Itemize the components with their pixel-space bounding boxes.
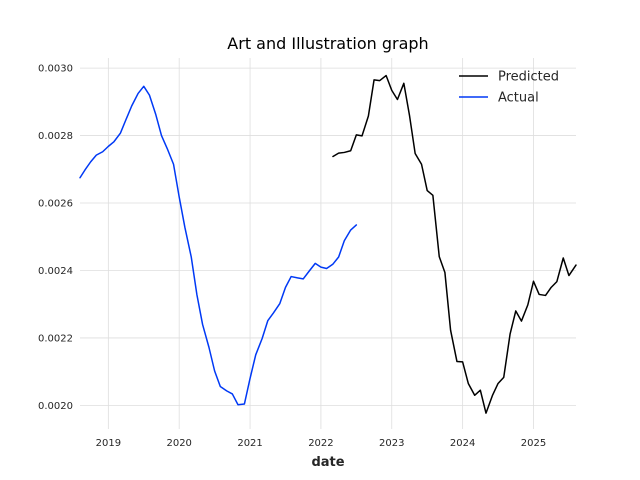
x-tick-label: 2021 bbox=[237, 438, 262, 449]
x-tick-label: 2019 bbox=[96, 438, 121, 449]
y-tick-label: 0.0022 bbox=[38, 333, 73, 344]
plot-background bbox=[80, 58, 576, 429]
chart-title: Art and Illustration graph bbox=[227, 34, 428, 53]
series-line-predicted bbox=[332, 74, 577, 414]
y-tick-labels: 0.0020 0.0022 0.0024 0.0026 0.0028 0.0030 bbox=[38, 64, 73, 412]
y-tick-label: 0.0024 bbox=[38, 266, 73, 277]
y-grid bbox=[80, 67, 576, 406]
series-line-actual bbox=[79, 85, 358, 406]
series-layer bbox=[79, 74, 577, 414]
x-tick-label: 2022 bbox=[308, 438, 333, 449]
x-grid bbox=[107, 58, 534, 429]
legend-label: Predicted bbox=[498, 70, 559, 85]
x-axis-label: date bbox=[311, 455, 344, 470]
y-tick-label: 0.0026 bbox=[38, 199, 73, 210]
x-tick-label: 2024 bbox=[450, 438, 475, 449]
x-tick-label: 2023 bbox=[379, 438, 404, 449]
x-tick-labels: 2019 2020 2021 2022 2023 2024 2025 bbox=[96, 438, 547, 449]
y-tick-label: 0.0030 bbox=[38, 64, 73, 75]
legend: Predicted Actual bbox=[459, 70, 559, 106]
y-tick-label: 0.0028 bbox=[38, 131, 73, 142]
legend-label: Actual bbox=[498, 91, 539, 106]
y-tick-label: 0.0020 bbox=[38, 401, 73, 412]
x-tick-label: 2020 bbox=[166, 438, 191, 449]
x-tick-label: 2025 bbox=[521, 438, 546, 449]
